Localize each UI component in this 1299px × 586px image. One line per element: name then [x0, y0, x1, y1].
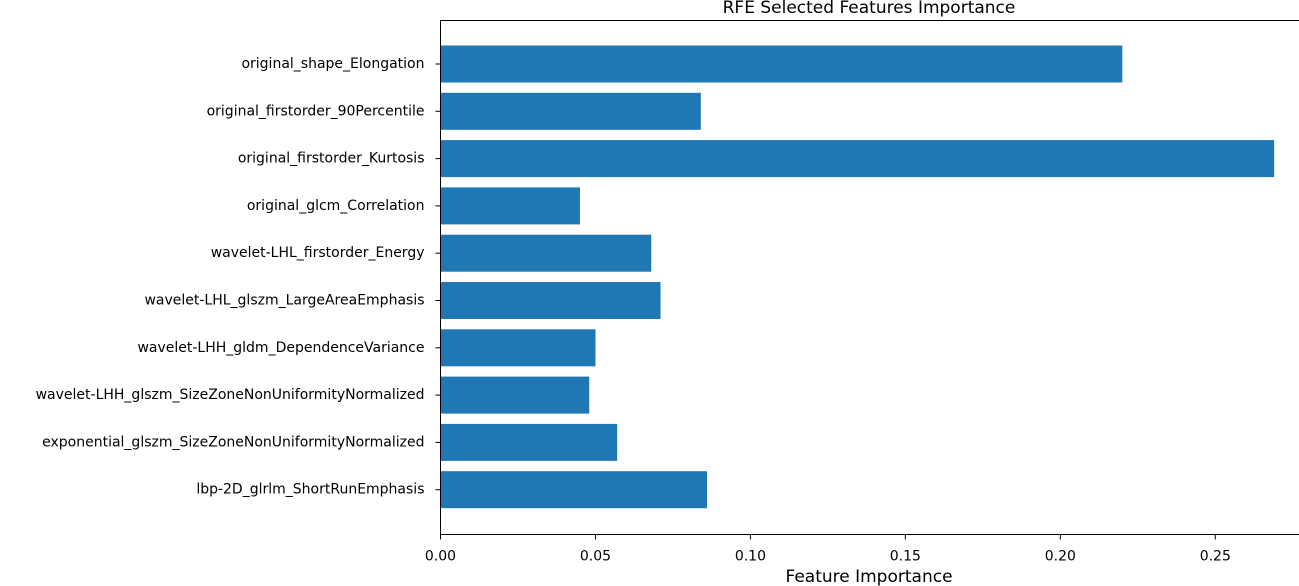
- x-tick-label: 0.20: [1045, 549, 1076, 565]
- category-label: exponential_glszm_SizeZoneNonUniformityN…: [42, 434, 424, 450]
- bar-lbp-2D_glrlm_ShortRunEmphasis: [440, 471, 708, 509]
- x-tick-label: 0.05: [580, 549, 611, 565]
- bar-original_firstorder_90Percentile: [440, 92, 701, 130]
- bar-wavelet-LHL_firstorder_Energy: [440, 234, 652, 272]
- category-label: original_firstorder_90Percentile: [207, 103, 425, 119]
- bar-wavelet-LHH_glszm_SizeZoneNonUniformityNormalized: [440, 376, 590, 414]
- category-label: lbp-2D_glrlm_ShortRunEmphasis: [196, 482, 424, 498]
- x-tick-label: 0.25: [1200, 549, 1231, 565]
- category-label: original_glcm_Correlation: [247, 198, 425, 214]
- axes-frame: [440, 20, 1299, 535]
- x-tick-label: 0.10: [735, 549, 766, 565]
- bar-original_shape_Elongation: [440, 45, 1123, 83]
- bars-group: [440, 45, 1275, 509]
- category-label: wavelet-LHH_gldm_DependenceVariance: [137, 340, 424, 356]
- bar-exponential_glszm_SizeZoneNonUniformityNormalized: [440, 423, 618, 461]
- category-label: original_firstorder_Kurtosis: [238, 151, 425, 167]
- x-axis-ticks: 0.00 0.05 0.10 0.15 0.20 0.25: [425, 534, 1231, 565]
- category-label: original_shape_Elongation: [241, 56, 424, 72]
- category-label: wavelet-LHH_glszm_SizeZoneNonUniformityN…: [36, 387, 425, 403]
- bar-wavelet-LHL_glszm_LargeAreaEmphasis: [440, 282, 661, 319]
- bar-original_firstorder_Kurtosis: [440, 140, 1275, 178]
- x-tick-label: 0.00: [425, 549, 456, 565]
- chart-title: RFE Selected Features Importance: [723, 0, 1016, 18]
- x-tick-label: 0.15: [890, 549, 921, 565]
- bar-original_glcm_Correlation: [440, 187, 580, 225]
- bar-wavelet-LHH_gldm_DependenceVariance: [440, 329, 596, 367]
- category-label: wavelet-LHL_firstorder_Energy: [211, 245, 425, 261]
- category-labels-group: original_shape_Elongation original_firsto…: [36, 56, 441, 498]
- category-label: wavelet-LHL_glszm_LargeAreaEmphasis: [144, 293, 424, 309]
- x-axis-label: Feature Importance: [785, 567, 952, 586]
